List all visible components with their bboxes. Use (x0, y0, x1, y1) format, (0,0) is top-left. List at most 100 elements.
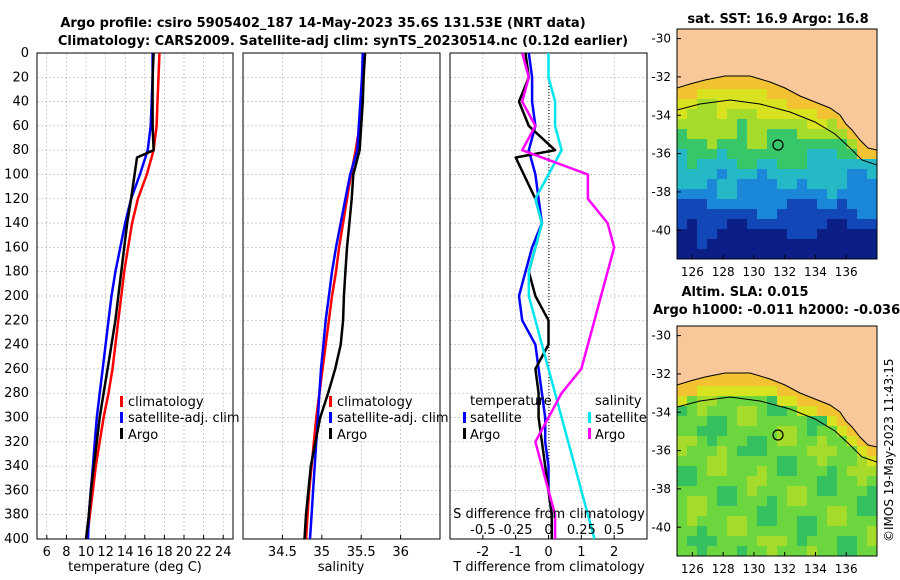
map-cell (697, 506, 707, 516)
map-cell (737, 436, 747, 446)
map-cell (807, 239, 817, 249)
legend-t-argo-swatch (463, 428, 466, 439)
map-cell (747, 426, 757, 436)
map-cell (827, 406, 837, 416)
map-cell (717, 209, 727, 219)
map-cell (727, 129, 737, 139)
map-cell (837, 209, 847, 219)
map-cell (757, 376, 767, 386)
map-cell (827, 239, 837, 249)
map-x-tick-label: 130 (742, 562, 765, 576)
map-cell (767, 396, 777, 406)
depth-tick-label: 260 (4, 362, 29, 377)
map-cell (847, 149, 857, 159)
legend-climatology-swatch (120, 396, 123, 407)
map-cell (857, 189, 867, 199)
map-cell (827, 486, 837, 496)
map-cell (697, 436, 707, 446)
x-tick-label: 2 (610, 545, 618, 560)
map-cell (757, 426, 767, 436)
map-cell (717, 446, 727, 456)
legend-argo-swatch (329, 428, 332, 439)
map-cell (837, 446, 847, 456)
map-cell (677, 139, 687, 149)
map-cell (807, 536, 817, 546)
map-cell (867, 249, 877, 259)
map-cell (787, 129, 797, 139)
map-cell (797, 99, 807, 109)
map-x-tick-label: 132 (773, 265, 796, 279)
map-cell (677, 546, 687, 556)
map-cell (737, 426, 747, 436)
map-cell (797, 536, 807, 546)
map-cell (697, 456, 707, 466)
map-cell (777, 536, 787, 546)
map-cell (777, 496, 787, 506)
map-cell (787, 506, 797, 516)
map-cell (707, 239, 717, 249)
temperature-grid (37, 53, 233, 539)
map-cell (817, 189, 827, 199)
map-cell (747, 179, 757, 189)
map-cell (727, 476, 737, 486)
map-cell (687, 229, 697, 239)
map-cell (727, 436, 737, 446)
map-cell (687, 396, 697, 406)
map-cell (747, 416, 757, 426)
legend-satellite-adj: satellite-adj. clim (337, 411, 449, 426)
map-cell (777, 426, 787, 436)
map-cell (757, 386, 767, 396)
legend-satellite-swatch (120, 412, 123, 423)
map-cell (827, 456, 837, 466)
legend-argo-swatch (120, 428, 123, 439)
map-cell (857, 219, 867, 229)
map-cell (717, 386, 727, 396)
map-cell (757, 496, 767, 506)
map-cell (807, 99, 817, 109)
map-cell (777, 189, 787, 199)
legend-s-satellite: satellite (595, 411, 647, 426)
map-y-tick-label: -38 (651, 482, 671, 496)
map-cell (717, 219, 727, 229)
map-cell (717, 129, 727, 139)
map-y-tick-label: -36 (651, 147, 671, 161)
map-cell (817, 139, 827, 149)
map-cell (677, 99, 687, 109)
map-cell (747, 436, 757, 446)
depth-tick-label: 200 (4, 289, 29, 304)
map-cell (737, 219, 747, 229)
map-cell (797, 456, 807, 466)
map-cell (817, 466, 827, 476)
legend-s-satellite-swatch (588, 412, 591, 423)
map-cell (727, 99, 737, 109)
map-cell (787, 416, 797, 426)
map-cell (797, 199, 807, 209)
map-cell (847, 446, 857, 456)
map-cell (817, 426, 827, 436)
x-tick-label: 16 (137, 545, 154, 560)
legend-satellite-adj: satellite-adj. clim (128, 411, 240, 426)
map-cell (857, 209, 867, 219)
map-cell (837, 189, 847, 199)
map-cell (837, 536, 847, 546)
map-cell (857, 536, 867, 546)
legend-argo: Argo (337, 428, 367, 443)
map-cell (717, 99, 727, 109)
map-cell (827, 516, 837, 526)
map-cell (717, 436, 727, 446)
map-cell (777, 406, 787, 416)
map-cell (847, 169, 857, 179)
map-cell (847, 189, 857, 199)
map-cell (857, 149, 867, 159)
map-cell (827, 536, 837, 546)
map-cell (837, 426, 847, 436)
map-cell (857, 159, 867, 169)
map-cell (837, 476, 847, 486)
x2-tick-label: -0.5 (470, 523, 495, 538)
sst-depth-contour (677, 99, 877, 166)
map-cell (757, 179, 767, 189)
map-cell (847, 436, 857, 446)
map-cell (707, 229, 717, 239)
imos-stamp: ©IMOS 19-May-2023 11:43:15 (882, 358, 896, 542)
